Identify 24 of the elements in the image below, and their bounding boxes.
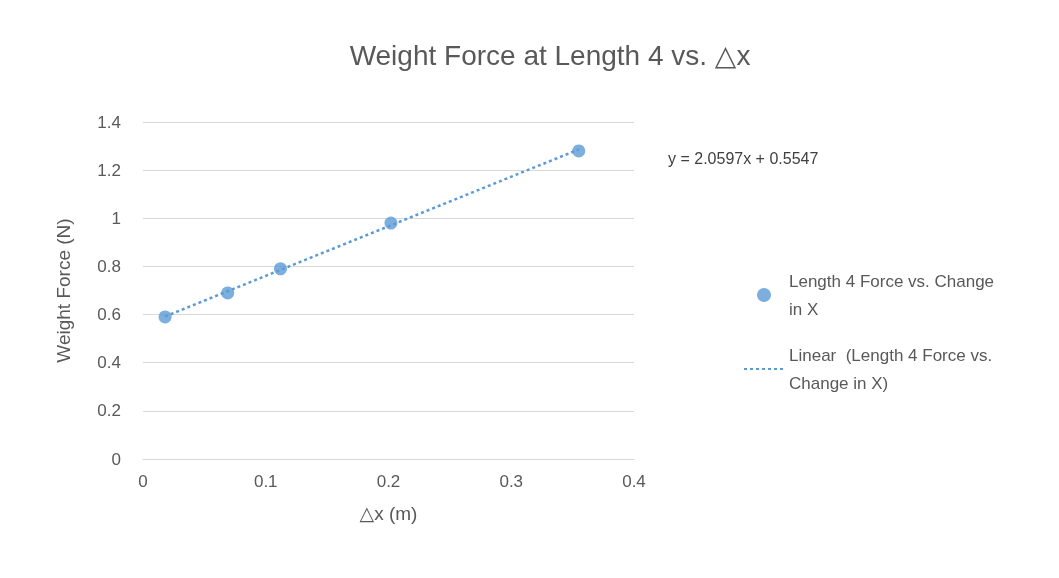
x-axis-title: △x (m): [359, 503, 418, 524]
y-tick-label: 0.8: [97, 256, 121, 276]
x-tick-label: 0.4: [622, 472, 646, 491]
legend-label: Linear (Length 4 Force vs. Change in X): [789, 345, 997, 393]
x-tick-label: 0: [138, 472, 148, 491]
chart-title: Weight Force at Length 4 vs. △x: [349, 39, 751, 71]
x-tick-label: 0.1: [253, 472, 278, 491]
y-tick-label: 0.4: [97, 353, 121, 373]
point: [273, 262, 287, 276]
y-tick-label: 1.2: [97, 160, 121, 180]
y-tick-label: 1: [111, 208, 121, 228]
point: [384, 216, 398, 230]
point: [221, 286, 235, 300]
point: [572, 144, 586, 158]
x-tick-label: 0.3: [499, 472, 524, 491]
x-tick-label: 0.2: [376, 472, 401, 491]
text: y = 2.0597x + 0.5547: [668, 149, 819, 167]
y-tick-label: 0.2: [97, 401, 121, 421]
y-tick-label: 0.6: [97, 305, 121, 325]
legend-label: Length 4 Force vs. Change in X: [789, 271, 999, 319]
point: [158, 310, 172, 324]
y-tick-label: 1.4: [97, 112, 121, 132]
y-axis-title: Weight Force (N): [53, 218, 74, 363]
y-tick-label: 0: [111, 449, 121, 469]
